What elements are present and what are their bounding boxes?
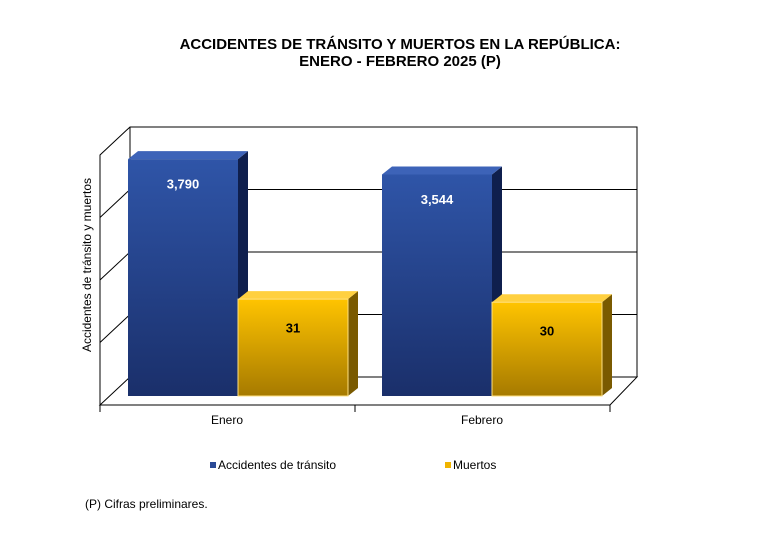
x-tick-label: Enero bbox=[211, 413, 243, 427]
bar bbox=[491, 294, 612, 397]
value-label: 3,790 bbox=[167, 177, 200, 192]
bar-side bbox=[602, 294, 612, 396]
grid-line bbox=[99, 251, 131, 281]
bar-front bbox=[382, 174, 492, 396]
legend-label: Muertos bbox=[453, 458, 496, 472]
bar-side bbox=[348, 291, 358, 396]
legend-swatch bbox=[445, 462, 451, 468]
bar-top bbox=[128, 151, 248, 160]
footnote: (P) Cifras preliminares. bbox=[85, 497, 208, 511]
legend-label: Accidentes de tránsito bbox=[218, 458, 336, 472]
chart-subtitle: ENERO - FEBRERO 2025 (P) bbox=[299, 53, 501, 70]
y-axis-label: Accidentes de tránsito y muertos bbox=[80, 178, 94, 352]
value-label: 30 bbox=[540, 324, 554, 339]
legend-swatch bbox=[210, 462, 216, 468]
bar-top bbox=[238, 291, 358, 300]
grid-line bbox=[99, 189, 131, 218]
value-label: 31 bbox=[286, 321, 300, 336]
bar-front bbox=[491, 301, 603, 397]
bar-front bbox=[237, 298, 349, 397]
bar-top bbox=[382, 166, 502, 175]
bar-front bbox=[128, 159, 238, 396]
bar bbox=[237, 291, 358, 397]
chart-title: ACCIDENTES DE TRÁNSITO Y MUERTOS EN LA R… bbox=[180, 35, 621, 53]
value-label: 3,544 bbox=[421, 192, 454, 207]
x-tick-label: Febrero bbox=[461, 413, 503, 427]
grid-line bbox=[99, 314, 131, 343]
bar-top bbox=[492, 294, 612, 303]
